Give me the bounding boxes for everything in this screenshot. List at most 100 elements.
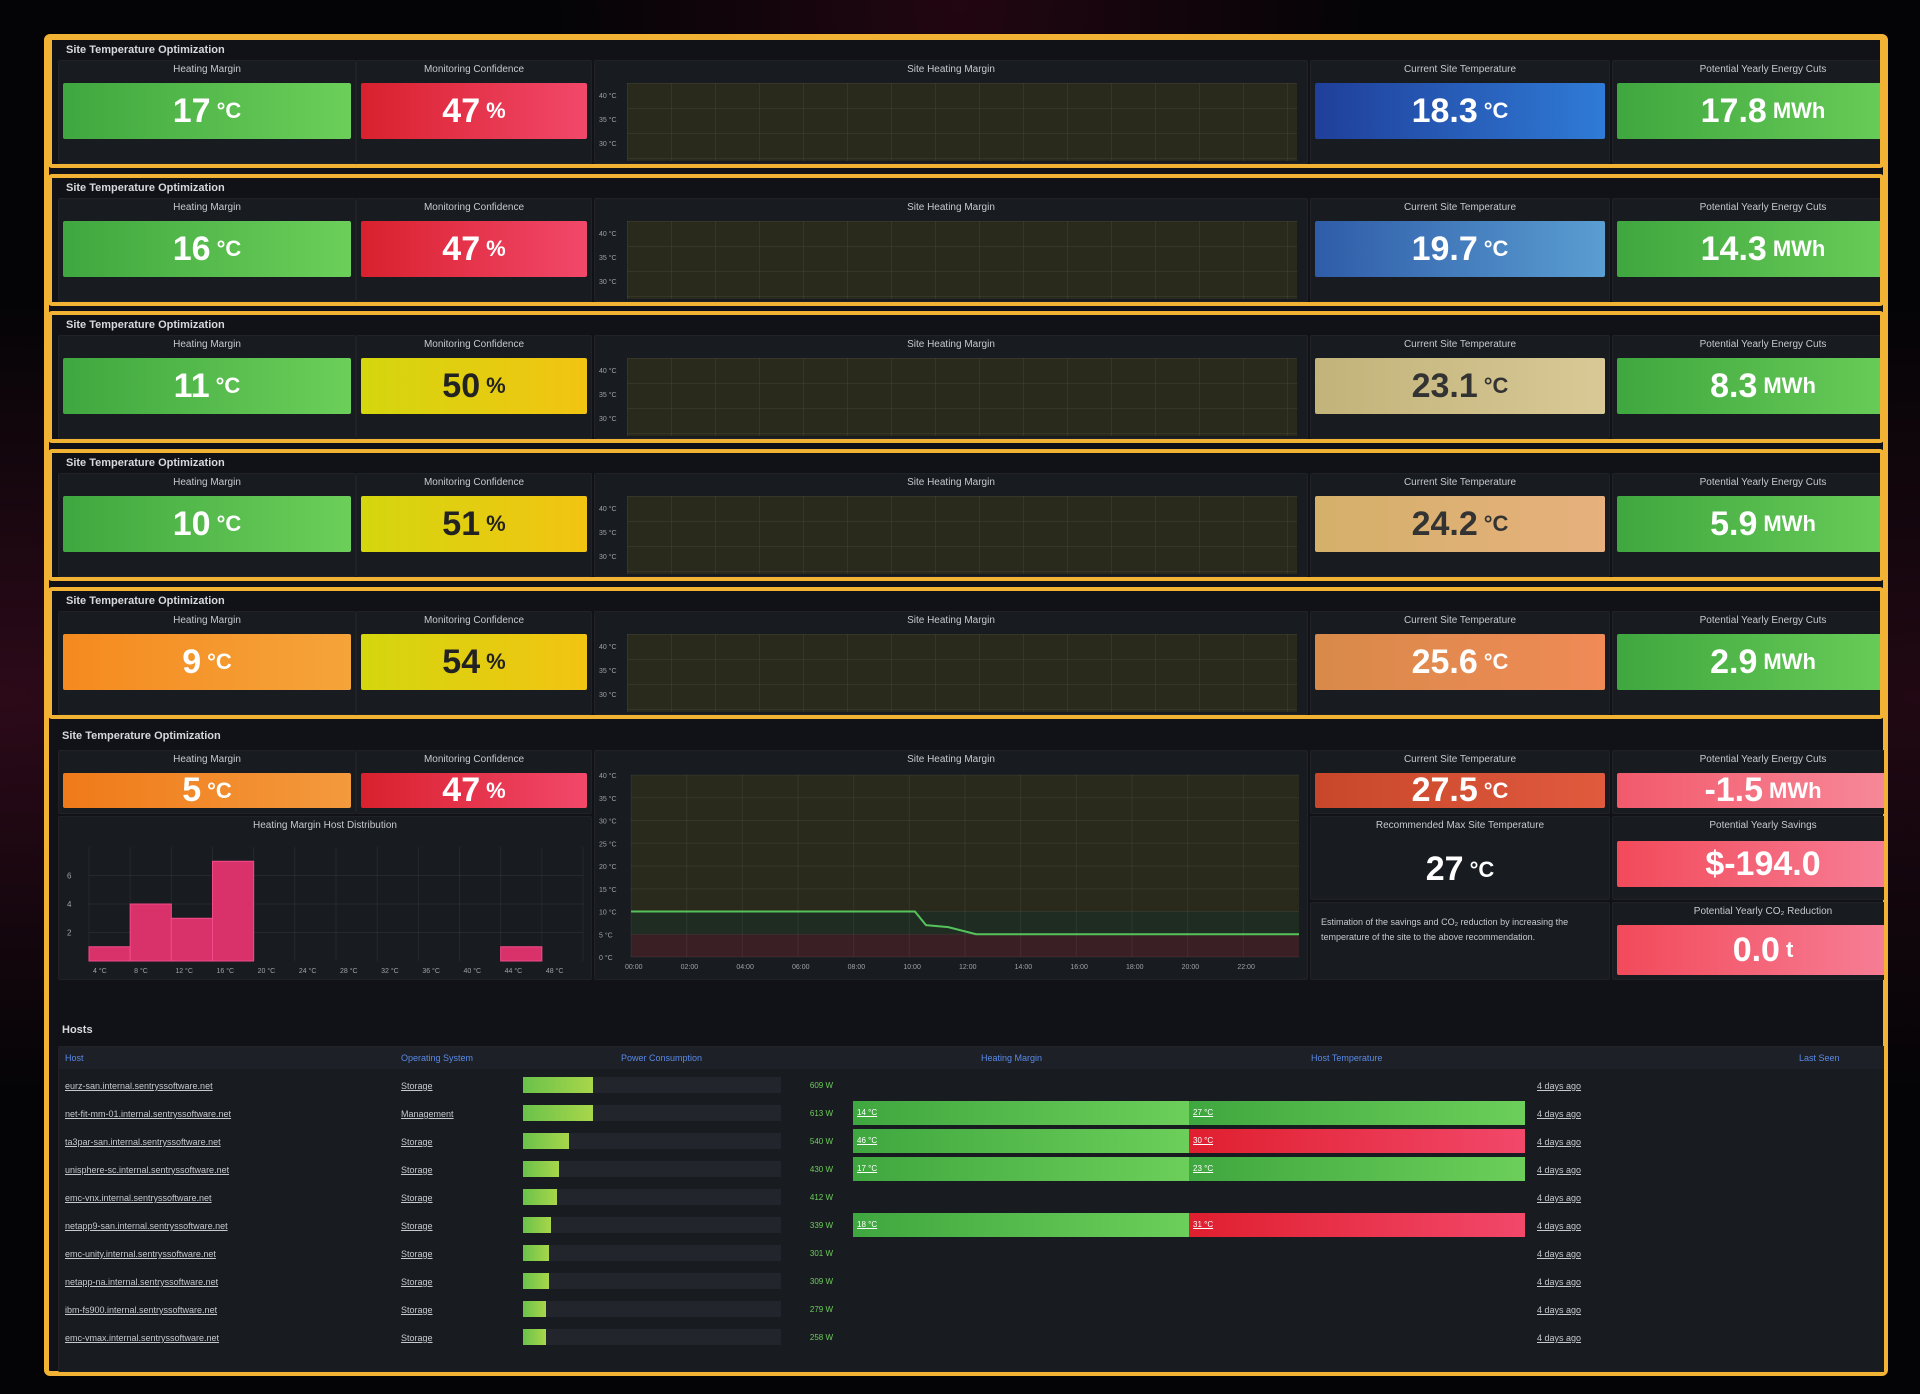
header-last-seen[interactable]: Last Seen (1799, 1053, 1840, 1063)
last-seen-link[interactable]: 4 days ago (1537, 1109, 1582, 1119)
main-graph-panel[interactable]: Site Heating Margin 40 °C 35 °C 30 °C 25 °C… (594, 750, 1308, 980)
heating-graph-panel[interactable]: Site Heating Margin 40 °C 35 °C 30 °C (594, 198, 1308, 302)
host-link[interactable]: netapp-na.internal.sentryssoftware.net (65, 1277, 219, 1287)
os-link[interactable]: Storage (401, 1305, 433, 1315)
host-link[interactable]: unisphere-sc.internal.sentryssoftware.ne… (65, 1165, 230, 1175)
header-power[interactable]: Power Consumption (621, 1053, 703, 1063)
host-temp-cell[interactable]: 30 °C (1189, 1129, 1525, 1153)
host-temp-cell[interactable]: 27 °C (1189, 1101, 1525, 1125)
main-current-temp-panel[interactable]: Current Site Temperature 27.5 °C (1310, 750, 1610, 814)
confidence-panel[interactable]: Monitoring Confidence 54% (356, 611, 592, 715)
confidence-panel[interactable]: Monitoring Confidence 50% (356, 335, 592, 439)
energy-panel[interactable]: Potential Yearly Energy Cuts 5.9 MWh (1612, 473, 1880, 577)
os-link[interactable]: Storage (401, 1333, 433, 1343)
power-value: 430 W (809, 1165, 833, 1174)
host-link[interactable]: emc-vnx.internal.sentryssoftware.net (65, 1193, 212, 1203)
confidence-panel[interactable]: Monitoring Confidence 47% (356, 60, 592, 164)
last-seen-link[interactable]: 4 days ago (1537, 1305, 1582, 1315)
hosts-table-panel[interactable]: Host Operating System Power Consumption … (58, 1046, 1884, 1372)
last-seen-link[interactable]: 4 days ago (1537, 1277, 1582, 1287)
power-value: 613 W (809, 1109, 833, 1118)
savings-panel[interactable]: Potential Yearly Savings $-194.0 (1612, 816, 1884, 900)
confidence-panel[interactable]: Monitoring Confidence 51% (356, 473, 592, 577)
host-link[interactable]: netapp9-san.internal.sentryssoftware.net (65, 1221, 228, 1231)
main-energy-panel[interactable]: Potential Yearly Energy Cuts -1.5 MWh (1612, 750, 1884, 814)
main-row-title[interactable]: Site Temperature Optimization (62, 730, 221, 742)
graph-area (627, 634, 1297, 712)
host-link[interactable]: eurz-san.internal.sentryssoftware.net (65, 1081, 213, 1091)
heating-margin-cell[interactable]: 46 °C (853, 1129, 1189, 1153)
stat-value: 47 (442, 771, 481, 809)
header-heating[interactable]: Heating Margin (981, 1053, 1043, 1063)
os-link[interactable]: Storage (401, 1221, 433, 1231)
energy-panel[interactable]: Potential Yearly Energy Cuts 17.8 MWh (1612, 60, 1880, 164)
hosts-row-title[interactable]: Hosts (62, 1024, 93, 1036)
heating-margin-cell[interactable]: 17 °C (853, 1157, 1189, 1181)
host-link[interactable]: net-fit-mm-01.internal.sentryssoftware.n… (65, 1109, 232, 1119)
panel-title: Site Heating Margin (907, 202, 995, 213)
stat-value: 23.1 (1411, 366, 1478, 405)
heating-margin-graph: 40 °C 35 °C 30 °C 25 °C 20 °C 15 °C 10 °C 5 °C 0… (599, 772, 1299, 971)
host-link[interactable]: ibm-fs900.internal.sentryssoftware.net (65, 1305, 218, 1315)
heating-margin-cell[interactable]: 18 °C (853, 1213, 1189, 1237)
header-host[interactable]: Host (65, 1053, 84, 1063)
stat-value: 25.6 (1411, 642, 1478, 681)
last-seen-link[interactable]: 4 days ago (1537, 1165, 1582, 1175)
os-link[interactable]: Storage (401, 1081, 433, 1091)
heating-margin-panel[interactable]: Heating Margin 10 °C (58, 473, 356, 577)
recommended-temp-panel[interactable]: Recommended Max Site Temperature 27 °C (1310, 816, 1610, 900)
last-seen-link[interactable]: 4 days ago (1537, 1249, 1582, 1259)
current-temp-panel[interactable]: Current Site Temperature 23.1 °C (1310, 335, 1610, 439)
host-temp-cell[interactable]: 23 °C (1189, 1157, 1525, 1181)
stat-value: 11 (173, 366, 210, 405)
current-temp-panel[interactable]: Current Site Temperature 18.3 °C (1310, 60, 1610, 164)
os-link[interactable]: Storage (401, 1193, 433, 1203)
current-temp-panel[interactable]: Current Site Temperature 19.7 °C (1310, 198, 1610, 302)
heating-margin-cell[interactable]: 14 °C (853, 1101, 1189, 1125)
power-bar-track (523, 1329, 781, 1345)
os-link[interactable]: Storage (401, 1277, 433, 1287)
os-link[interactable]: Management (401, 1109, 454, 1119)
co2-panel[interactable]: Potential Yearly CO₂ Reduction 0.0 t (1612, 902, 1884, 980)
energy-panel[interactable]: Potential Yearly Energy Cuts 8.3 MWh (1612, 335, 1880, 439)
main-confidence-panel[interactable]: Monitoring Confidence 47% (356, 750, 592, 814)
last-seen-link[interactable]: 4 days ago (1537, 1221, 1582, 1231)
row-title[interactable]: Site Temperature Optimization (66, 319, 225, 331)
energy-panel[interactable]: Potential Yearly Energy Cuts 2.9 MWh (1612, 611, 1880, 715)
os-link[interactable]: Storage (401, 1249, 433, 1259)
histogram-y-tick: 2 (67, 929, 72, 938)
heating-graph-panel[interactable]: Site Heating Margin 40 °C 35 °C 30 °C (594, 473, 1308, 577)
heating-graph-panel[interactable]: Site Heating Margin 40 °C 35 °C 30 °C (594, 611, 1308, 715)
confidence-panel[interactable]: Monitoring Confidence 47% (356, 198, 592, 302)
heating-margin-panel[interactable]: Heating Margin 9 °C (58, 611, 356, 715)
last-seen-link[interactable]: 4 days ago (1537, 1193, 1582, 1203)
main-heating-margin-panel[interactable]: Heating Margin 5 °C (58, 750, 356, 814)
heating-margin-panel[interactable]: Heating Margin 16 °C (58, 198, 356, 302)
current-temp-panel[interactable]: Current Site Temperature 24.2 °C (1310, 473, 1610, 577)
host-temp-cell[interactable]: 31 °C (1189, 1213, 1525, 1237)
heating-graph-panel[interactable]: Site Heating Margin 40 °C 35 °C 30 °C (594, 335, 1308, 439)
host-link[interactable]: ta3par-san.internal.sentryssoftware.net (65, 1137, 221, 1147)
histogram-bar (88, 946, 131, 962)
last-seen-link[interactable]: 4 days ago (1537, 1333, 1582, 1343)
stat-unit: °C (207, 777, 232, 803)
heating-margin-panel[interactable]: Heating Margin 17 °C (58, 60, 356, 164)
host-link[interactable]: emc-vmax.internal.sentryssoftware.net (65, 1333, 220, 1343)
row-title[interactable]: Site Temperature Optimization (66, 44, 225, 56)
heating-graph-panel[interactable]: Site Heating Margin 40 °C 35 °C 30 °C (594, 60, 1308, 164)
panel-title: Potential Yearly Energy Cuts (1699, 477, 1827, 488)
os-link[interactable]: Storage (401, 1137, 433, 1147)
os-link[interactable]: Storage (401, 1165, 433, 1175)
host-link[interactable]: emc-unity.internal.sentryssoftware.net (65, 1249, 216, 1259)
row-title[interactable]: Site Temperature Optimization (66, 457, 225, 469)
row-title[interactable]: Site Temperature Optimization (66, 595, 225, 607)
main-histogram-panel[interactable]: Heating Margin Host Distribution 2 4 6 4 °C… (58, 816, 592, 980)
current-temp-panel[interactable]: Current Site Temperature 25.6 °C (1310, 611, 1610, 715)
header-temp[interactable]: Host Temperature (1311, 1053, 1383, 1063)
last-seen-link[interactable]: 4 days ago (1537, 1081, 1582, 1091)
last-seen-link[interactable]: 4 days ago (1537, 1137, 1582, 1147)
row-title[interactable]: Site Temperature Optimization (66, 182, 225, 194)
header-os[interactable]: Operating System (401, 1053, 474, 1063)
energy-panel[interactable]: Potential Yearly Energy Cuts 14.3 MWh (1612, 198, 1880, 302)
heating-margin-panel[interactable]: Heating Margin 11 °C (58, 335, 356, 439)
